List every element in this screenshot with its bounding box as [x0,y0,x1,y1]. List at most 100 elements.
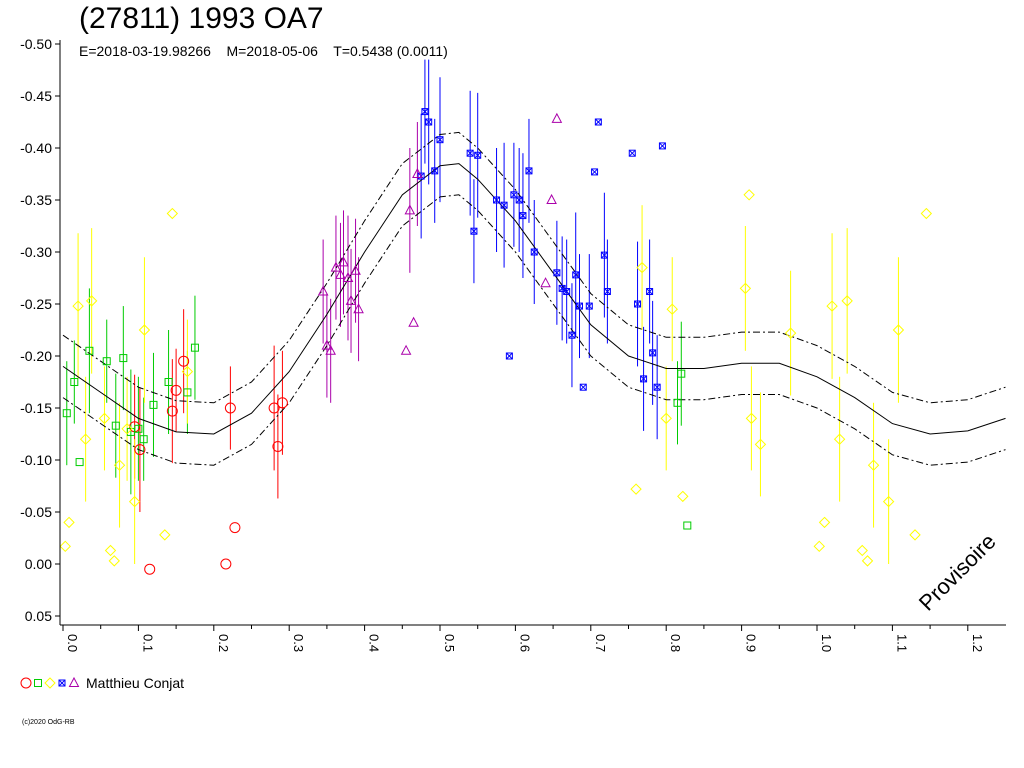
data-point [229,522,241,534]
data-point [649,349,657,357]
data-point [603,288,611,296]
data-point [108,555,120,567]
axes [59,40,1006,626]
data-point [85,346,94,355]
data-point [909,529,921,541]
data-point [144,563,156,575]
data-point [640,375,648,383]
data-point [436,136,444,144]
chart-title: (27811) 1993 OA7 [79,2,324,35]
data-point [882,495,895,508]
data-point [353,303,364,314]
data-point [677,369,686,378]
data-point [568,331,576,339]
data-point [540,277,551,288]
legend-observer-name: Matthieu Conjat [86,675,185,691]
data-point [98,412,111,425]
data-point [338,256,349,267]
fit-curves [62,131,1006,466]
data-point [743,189,755,201]
x-tick-label: 0.6 [517,634,532,652]
x-tick-label: 0.7 [593,634,608,652]
data-point [630,483,642,495]
legend-marker [34,679,42,687]
data-point [111,421,120,430]
copyright-notice: (c)2020 OdG-RB [22,719,75,726]
data-point [139,435,148,444]
y-tick-label: -0.35 [20,192,52,208]
data-point [594,118,602,126]
data-point [636,261,648,274]
data-point [660,412,672,425]
data-point [683,521,692,530]
data-point [421,108,429,116]
legend-markers [20,676,80,689]
y-tick-label: -0.15 [20,400,52,416]
data-point [431,167,439,175]
data-point [856,544,868,557]
data-point [345,294,357,305]
legend-marker [68,676,80,687]
data-point [75,458,84,467]
x-tick-label: 1.2 [970,634,985,652]
x-tick-label: 0.4 [367,634,382,652]
data-point [138,324,151,336]
data-point [181,365,194,378]
y-tick-label: 0.05 [25,608,52,624]
data-point [276,397,288,409]
data-point [102,357,111,366]
data-point [813,540,825,553]
y-tick-label: -0.20 [20,348,52,364]
data-point [119,354,128,363]
data-point [563,288,571,296]
x-tick-label: 0.3 [291,634,306,652]
data-point [183,388,192,397]
data-point [178,355,190,367]
x-tick-label: 0.0 [65,634,80,652]
data-points [59,108,933,575]
data-point [525,167,533,175]
data-point [224,402,236,414]
data-point [272,440,284,452]
data-point [920,207,933,220]
data-point [754,438,767,451]
data-point [666,303,678,315]
data-point [335,268,346,279]
data-point [166,405,178,417]
x-axis-ticks: 0.0 0.1 0.2 0.3 0.4 0.5 0.6 0.7 0.8 0.9 1.0 1.1 1.2 [62,625,985,652]
data-point [166,207,179,220]
data-point [677,490,689,503]
data-point [519,212,527,220]
x-tick-label: 1.1 [894,634,909,652]
data-point [634,300,642,308]
fit-upper-band [62,131,1006,404]
data-point [134,424,143,433]
y-axis-ticks: -0.50 -0.45 -0.40 -0.35 -0.30 -0.25 -0.20 -0.15… [20,36,60,624]
data-point [530,248,538,256]
y-tick-label: -0.25 [20,296,52,312]
data-point [104,544,117,557]
data-point [70,378,79,386]
data-point [325,344,337,355]
x-tick-label: 0.5 [442,634,457,652]
x-tick-label: 0.1 [140,634,155,652]
data-point [833,433,846,445]
legend-marker [44,677,56,689]
data-point [739,282,752,295]
data-point [466,149,474,157]
data-point [826,300,838,312]
data-point [591,168,599,176]
data-point [818,516,831,529]
y-tick-label: -0.10 [20,452,52,468]
data-point [317,285,329,296]
data-point [505,352,513,360]
data-point [673,398,682,407]
legend-marker [20,677,32,689]
data-point [128,495,141,508]
data-point [628,149,636,157]
data-point [400,344,412,355]
data-point [72,300,84,312]
data-point [59,540,71,553]
data-point [892,324,905,336]
lightcurve-plot: -0.50 -0.45 -0.40 -0.35 -0.30 -0.25 -0.20 -0.15… [20,36,1006,652]
